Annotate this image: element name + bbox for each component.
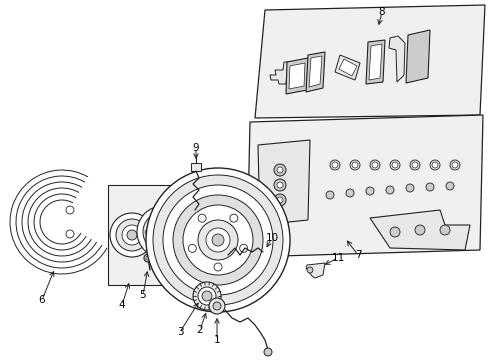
Polygon shape bbox=[254, 5, 484, 118]
Circle shape bbox=[213, 302, 221, 310]
Circle shape bbox=[276, 182, 283, 188]
Circle shape bbox=[371, 162, 377, 168]
Circle shape bbox=[198, 220, 238, 260]
Circle shape bbox=[229, 214, 237, 222]
Circle shape bbox=[163, 185, 272, 295]
Circle shape bbox=[183, 205, 252, 275]
Polygon shape bbox=[334, 55, 359, 80]
Circle shape bbox=[365, 187, 373, 195]
Circle shape bbox=[351, 162, 357, 168]
Circle shape bbox=[188, 244, 196, 252]
Text: 6: 6 bbox=[39, 295, 45, 305]
Circle shape bbox=[331, 162, 337, 168]
Circle shape bbox=[145, 230, 149, 234]
Circle shape bbox=[146, 256, 150, 260]
Circle shape bbox=[153, 216, 157, 220]
Circle shape bbox=[389, 160, 399, 170]
Circle shape bbox=[173, 195, 263, 285]
Polygon shape bbox=[369, 210, 469, 250]
Circle shape bbox=[409, 160, 419, 170]
Circle shape bbox=[276, 197, 283, 203]
Circle shape bbox=[273, 179, 285, 191]
Circle shape bbox=[143, 254, 152, 262]
Circle shape bbox=[198, 287, 216, 305]
Circle shape bbox=[445, 182, 453, 190]
Text: 8: 8 bbox=[378, 7, 385, 17]
Circle shape bbox=[116, 219, 148, 251]
Circle shape bbox=[349, 160, 359, 170]
Polygon shape bbox=[305, 263, 325, 278]
Circle shape bbox=[264, 348, 271, 356]
Circle shape bbox=[306, 267, 312, 273]
Text: 2: 2 bbox=[196, 325, 203, 335]
Text: 4: 4 bbox=[119, 300, 125, 310]
Polygon shape bbox=[258, 140, 309, 225]
Circle shape bbox=[346, 189, 353, 197]
Circle shape bbox=[110, 213, 154, 257]
Circle shape bbox=[122, 225, 142, 245]
Circle shape bbox=[208, 298, 224, 314]
Circle shape bbox=[391, 162, 397, 168]
Circle shape bbox=[405, 184, 413, 192]
Circle shape bbox=[429, 160, 439, 170]
Circle shape bbox=[325, 191, 333, 199]
Polygon shape bbox=[246, 115, 482, 257]
Circle shape bbox=[431, 162, 437, 168]
Polygon shape bbox=[388, 36, 404, 82]
Circle shape bbox=[276, 167, 283, 173]
Circle shape bbox=[177, 230, 181, 234]
Circle shape bbox=[411, 162, 417, 168]
Circle shape bbox=[273, 194, 285, 206]
Text: 10: 10 bbox=[265, 233, 278, 243]
Circle shape bbox=[66, 206, 74, 214]
Polygon shape bbox=[338, 59, 356, 76]
Circle shape bbox=[150, 219, 176, 245]
Polygon shape bbox=[288, 63, 305, 89]
Bar bbox=[191, 163, 201, 171]
Circle shape bbox=[169, 244, 173, 248]
Circle shape bbox=[202, 291, 212, 301]
Text: 11: 11 bbox=[331, 253, 344, 263]
Circle shape bbox=[414, 225, 424, 235]
Circle shape bbox=[449, 160, 459, 170]
Polygon shape bbox=[365, 40, 384, 84]
Circle shape bbox=[239, 244, 247, 252]
Circle shape bbox=[205, 228, 229, 252]
Circle shape bbox=[142, 212, 183, 252]
Circle shape bbox=[153, 244, 157, 248]
Circle shape bbox=[198, 214, 206, 222]
Circle shape bbox=[66, 230, 74, 238]
Circle shape bbox=[214, 263, 222, 271]
Circle shape bbox=[329, 160, 339, 170]
Polygon shape bbox=[308, 56, 321, 87]
Circle shape bbox=[439, 225, 449, 235]
Polygon shape bbox=[269, 62, 287, 84]
Text: 3: 3 bbox=[176, 327, 183, 337]
Circle shape bbox=[385, 186, 393, 194]
Polygon shape bbox=[405, 30, 429, 83]
Circle shape bbox=[146, 168, 289, 312]
Circle shape bbox=[212, 234, 224, 246]
Circle shape bbox=[425, 183, 433, 191]
Text: 5: 5 bbox=[140, 290, 146, 300]
Circle shape bbox=[273, 164, 285, 176]
Polygon shape bbox=[368, 44, 381, 80]
Text: 1: 1 bbox=[213, 335, 220, 345]
Polygon shape bbox=[285, 58, 307, 94]
Circle shape bbox=[193, 282, 221, 310]
Circle shape bbox=[389, 227, 399, 237]
Circle shape bbox=[169, 216, 173, 220]
Text: 7: 7 bbox=[354, 250, 361, 260]
Polygon shape bbox=[305, 52, 325, 92]
Circle shape bbox=[137, 206, 189, 258]
Circle shape bbox=[127, 230, 137, 240]
Circle shape bbox=[153, 175, 283, 305]
Circle shape bbox=[156, 225, 170, 239]
Circle shape bbox=[369, 160, 379, 170]
Text: 9: 9 bbox=[192, 143, 199, 153]
Circle shape bbox=[451, 162, 457, 168]
Bar bbox=[108, 185, 187, 285]
